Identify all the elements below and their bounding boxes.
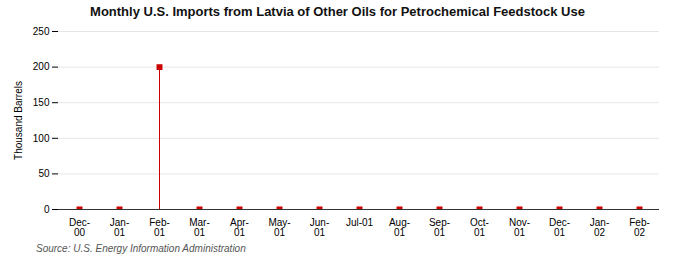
svg-text:Apr-01: Apr-01 xyxy=(230,217,249,238)
svg-text:Jun-01: Jun-01 xyxy=(310,217,329,238)
svg-text:150: 150 xyxy=(33,97,50,108)
svg-text:0: 0 xyxy=(44,204,50,215)
html-text:Source: U.S. Energy Informatio: Source: U.S. Energy Information Administ… xyxy=(36,243,246,254)
svg-text:Aug-01: Aug-01 xyxy=(389,217,410,238)
svg-text:Jan-02: Jan-02 xyxy=(590,217,609,238)
svg-text:Feb-02: Feb-02 xyxy=(629,217,650,238)
svg-text:Dec-01: Dec-01 xyxy=(549,217,570,238)
html-text:Monthly U.S. Imports from Latv: Monthly U.S. Imports from Latvia of Othe… xyxy=(90,4,585,19)
svg-text:Jul-01: Jul-01 xyxy=(346,217,374,228)
svg-text:Sep-01: Sep-01 xyxy=(429,217,450,238)
svg-text:Dec-00: Dec-00 xyxy=(69,217,90,238)
svg-text:200: 200 xyxy=(33,61,50,72)
svg-text:Nov-01: Nov-01 xyxy=(509,217,530,238)
svg-text:Feb-01: Feb-01 xyxy=(149,217,170,238)
svg-text:Oct-01: Oct-01 xyxy=(470,217,489,238)
svg-text:Mar-01: Mar-01 xyxy=(189,217,210,238)
svg-text:Thousand Barrels: Thousand Barrels xyxy=(13,81,24,160)
svg-text:250: 250 xyxy=(33,26,50,37)
svg-text:100: 100 xyxy=(33,133,50,144)
svg-text:Jan-01: Jan-01 xyxy=(110,217,129,238)
svg-text:50: 50 xyxy=(38,168,50,179)
svg-text:May-01: May-01 xyxy=(268,217,290,238)
